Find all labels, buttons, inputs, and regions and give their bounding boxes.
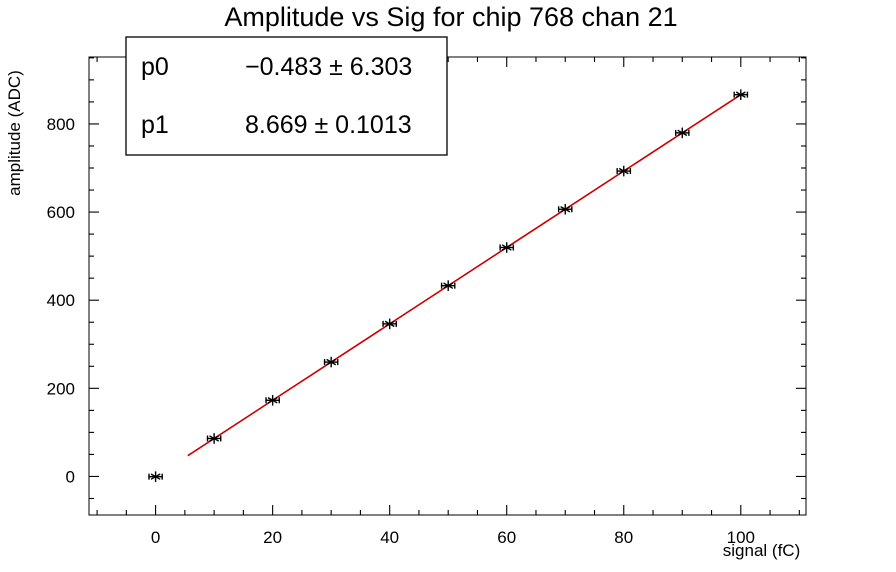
svg-text:40: 40 — [380, 528, 399, 547]
svg-text:−0.483 ± 6.303: −0.483 ± 6.303 — [245, 53, 412, 81]
svg-text:200: 200 — [47, 379, 75, 398]
svg-text:20: 20 — [263, 528, 282, 547]
svg-text:60: 60 — [497, 528, 516, 547]
svg-text:80: 80 — [614, 528, 633, 547]
svg-text:amplitude (ADC): amplitude (ADC) — [5, 70, 24, 196]
svg-text:p1: p1 — [141, 111, 169, 139]
svg-text:600: 600 — [47, 203, 75, 222]
svg-text:0: 0 — [66, 467, 75, 486]
svg-text:400: 400 — [47, 291, 75, 310]
svg-text:p0: p0 — [141, 53, 169, 81]
svg-text:Amplitude vs Sig for chip 768: Amplitude vs Sig for chip 768 chan 21 — [224, 2, 677, 32]
svg-text:signal (fC): signal (fC) — [723, 541, 800, 560]
svg-text:0: 0 — [151, 528, 160, 547]
svg-text:800: 800 — [47, 115, 75, 134]
svg-text:8.669 ± 0.1013: 8.669 ± 0.1013 — [245, 111, 412, 139]
